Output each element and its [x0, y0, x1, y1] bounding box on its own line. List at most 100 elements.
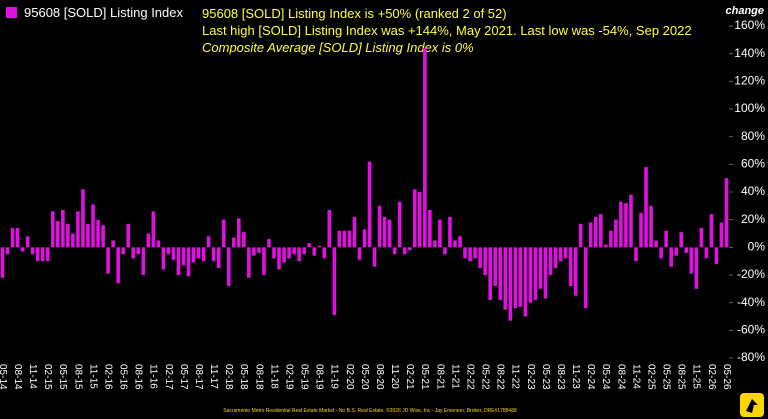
x-tick-label: 08-15 [72, 364, 83, 390]
bar [448, 216, 452, 248]
x-tick-label: 08-17 [193, 364, 204, 390]
y-tick-label: 40% [741, 184, 765, 198]
logo-mark [746, 399, 758, 413]
x-tick-label: 11-21 [449, 364, 460, 389]
bar [267, 239, 271, 248]
bar [257, 247, 261, 253]
x-tick-label: 11-23 [570, 364, 581, 389]
bar [121, 247, 125, 255]
x-tick-label: 02-26 [706, 364, 717, 390]
bar [262, 247, 266, 275]
bar [417, 192, 422, 248]
bar [548, 247, 553, 275]
bar [593, 216, 598, 248]
bar [171, 247, 176, 260]
x-tick-label: 08-16 [133, 364, 144, 390]
bar [483, 247, 487, 275]
bar [644, 167, 648, 248]
bar [518, 247, 523, 307]
bar [714, 247, 719, 264]
x-tick-label: 11-19 [329, 364, 340, 389]
bar [131, 247, 136, 259]
bar [25, 236, 30, 248]
bar [111, 240, 115, 248]
x-tick-label: 02-15 [42, 364, 53, 390]
bar [352, 216, 357, 248]
bar [126, 223, 131, 248]
bar [553, 247, 558, 269]
bar [151, 211, 156, 248]
x-tick-label: 05-22 [480, 364, 491, 390]
x-tick-label: 02-22 [464, 364, 475, 390]
x-tick-label: 05-25 [661, 364, 672, 390]
bar [704, 247, 709, 259]
bar [196, 247, 201, 259]
bar [191, 247, 196, 263]
bar [322, 247, 327, 259]
bar [372, 247, 377, 267]
bar [292, 247, 296, 255]
bar [302, 247, 306, 255]
y-tick-label: -20% [737, 267, 765, 281]
bar [382, 216, 387, 248]
bar [578, 223, 583, 248]
bar [438, 219, 442, 248]
x-tick-label: 08-25 [676, 364, 687, 390]
bar [588, 222, 593, 248]
bar [282, 247, 286, 263]
x-tick-label: 05-17 [178, 364, 189, 390]
bar [694, 247, 699, 289]
bar [56, 221, 60, 248]
bar [423, 48, 427, 248]
bar [35, 247, 40, 262]
y-tick-label: 120% [734, 74, 765, 88]
bar [347, 230, 352, 248]
bar [377, 205, 382, 248]
bar [583, 247, 588, 309]
bar [106, 247, 110, 274]
bar [226, 247, 231, 287]
bar [679, 232, 684, 248]
bar [221, 219, 226, 248]
bar [478, 247, 482, 269]
x-tick-label: 05-24 [600, 364, 611, 390]
bar [428, 209, 432, 248]
bar [508, 247, 513, 321]
bar [498, 247, 503, 300]
annotation: Last high [SOLD] Listing Index was +144%… [202, 23, 692, 38]
bar [101, 225, 105, 248]
x-tick-label: 11-18 [268, 364, 279, 389]
bar [533, 247, 538, 300]
bar [619, 201, 623, 248]
bar [327, 209, 332, 248]
bar [136, 247, 141, 255]
bar [558, 247, 563, 262]
bar [206, 236, 211, 248]
x-tick-label: 02-23 [525, 364, 536, 390]
bar [50, 211, 55, 248]
bar [337, 230, 342, 248]
x-tick-label: 08-22 [495, 364, 506, 390]
bar [724, 178, 729, 248]
bar [362, 229, 367, 248]
bar [392, 247, 397, 255]
bar [0, 247, 5, 278]
y-axis-title: change [725, 5, 764, 17]
bar [689, 247, 694, 274]
bar [463, 247, 467, 259]
bar [116, 247, 120, 284]
x-tick-label: 08-14 [12, 364, 23, 390]
bar [402, 247, 407, 255]
bar [453, 240, 457, 248]
bar [277, 247, 281, 270]
bar [669, 247, 673, 267]
bar [45, 247, 50, 262]
x-tick-label: 05-21 [419, 364, 430, 390]
y-tick-label: 80% [741, 129, 765, 143]
x-tick-label: 05-15 [57, 364, 68, 390]
x-tick-label: 08-24 [615, 364, 626, 390]
x-tick-label: 11-25 [691, 364, 702, 389]
y-tick-label: 20% [741, 212, 765, 226]
bar [598, 214, 603, 248]
